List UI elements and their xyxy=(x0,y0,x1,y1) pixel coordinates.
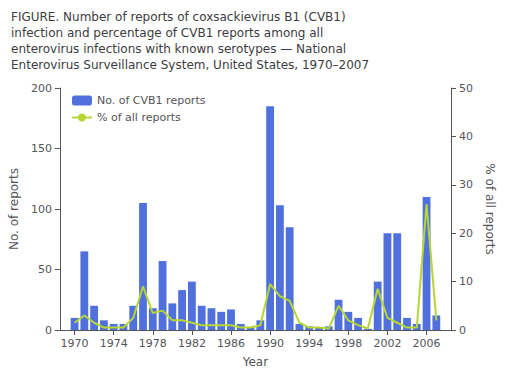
svg-text:Enterovirus Surveillance Syste: Enterovirus Surveillance System, United … xyxy=(11,58,369,72)
svg-text:10: 10 xyxy=(459,275,473,288)
svg-text:100: 100 xyxy=(31,203,52,216)
svg-text:% of all reports: % of all reports xyxy=(97,111,181,124)
svg-text:Year: Year xyxy=(242,355,268,369)
svg-text:20: 20 xyxy=(459,227,473,240)
svg-text:1994: 1994 xyxy=(295,337,323,350)
svg-text:infection and percentage of CV: infection and percentage of CVB1 reports… xyxy=(11,26,323,40)
svg-text:FIGURE. Number of reports of c: FIGURE. Number of reports of coxsackievi… xyxy=(11,10,346,24)
svg-text:1982: 1982 xyxy=(178,337,206,350)
svg-text:2006: 2006 xyxy=(413,337,441,350)
svg-text:50: 50 xyxy=(38,263,52,276)
svg-text:1970: 1970 xyxy=(61,337,89,350)
svg-text:1986: 1986 xyxy=(217,337,245,350)
svg-text:50: 50 xyxy=(459,82,473,95)
svg-text:1978: 1978 xyxy=(139,337,167,350)
svg-text:40: 40 xyxy=(459,130,473,143)
svg-text:% of all reports: % of all reports xyxy=(483,163,497,254)
svg-text:1974: 1974 xyxy=(100,337,128,350)
svg-text:2002: 2002 xyxy=(373,337,401,350)
svg-text:0: 0 xyxy=(459,324,466,337)
svg-text:1998: 1998 xyxy=(334,337,362,350)
svg-text:200: 200 xyxy=(31,82,52,95)
svg-text:No. of reports: No. of reports xyxy=(7,168,21,250)
svg-text:150: 150 xyxy=(31,142,52,155)
svg-text:0: 0 xyxy=(45,324,52,337)
svg-text:30: 30 xyxy=(459,178,473,191)
svg-text:No. of CVB1 reports: No. of CVB1 reports xyxy=(97,94,206,107)
svg-text:1990: 1990 xyxy=(256,337,284,350)
svg-text:enterovirus infections with kn: enterovirus infections with known seroty… xyxy=(11,42,346,56)
